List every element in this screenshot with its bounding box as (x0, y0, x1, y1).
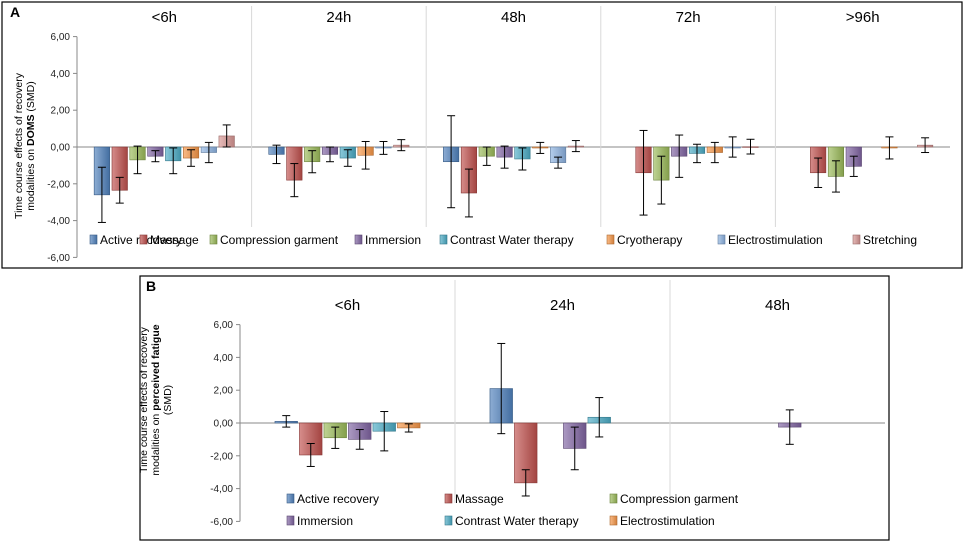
y-tick-label: -2,00 (47, 179, 70, 190)
y-tick-label: 0,00 (51, 143, 71, 154)
group-header: <6h (152, 9, 177, 26)
y-axis-label: modalities on perceived fatigue (150, 324, 162, 475)
panel-B: B 6,00 4,00 2,00 0,00 -2,00 -4,00 -6,00 <6h 24h 48… (138, 275, 890, 541)
legend-swatch (209, 234, 218, 245)
group-header: 72h (676, 9, 701, 26)
y-tick-label: -4,00 (210, 484, 233, 495)
y-tick-label: 6,00 (51, 32, 71, 43)
legend-swatch (444, 493, 453, 504)
legend-swatch (609, 493, 618, 504)
y-tick-label: -2,00 (210, 451, 233, 462)
legend-entry: Electrostimulation (620, 514, 715, 528)
y-axis-label: Time course effects of recovery (13, 72, 25, 219)
y-tick-label: 4,00 (51, 69, 71, 80)
group-header: >96h (846, 9, 880, 26)
legend-swatch (609, 515, 618, 526)
legend-entry: Contrast Water therapy (450, 233, 574, 247)
legend-entry: Cryotherapy (617, 233, 682, 247)
legend-swatch (286, 515, 295, 526)
legend-entry: Electrostimulation (728, 233, 823, 247)
group-header: 24h (550, 297, 575, 314)
legend-entry: Active recovery (297, 492, 379, 506)
y-tick-label: 2,00 (214, 386, 234, 397)
y-tick-label: -6,00 (47, 253, 70, 264)
legend-entry: Contrast Water therapy (455, 514, 579, 528)
legend-swatch (439, 234, 448, 245)
legend-swatch (89, 234, 98, 245)
legend-swatch (717, 234, 726, 245)
panel-frame (1, 1, 963, 269)
y-tick-label: 2,00 (51, 106, 71, 117)
panel-letter: A (10, 4, 20, 20)
legend-swatch (286, 493, 295, 504)
y-tick-label: -4,00 (47, 216, 70, 227)
group-header: 24h (326, 9, 351, 26)
group-header: 48h (501, 9, 526, 26)
legend-swatch (444, 515, 453, 526)
legend-entry: Massage (150, 233, 199, 247)
y-tick-label: 6,00 (214, 320, 234, 331)
y-axis-label: (SMD) (162, 385, 174, 415)
y-tick-label: -6,00 (210, 517, 233, 528)
legend-entry: Compression garment (220, 233, 339, 247)
y-tick-label: 4,00 (214, 353, 234, 364)
legend-swatch (852, 234, 861, 245)
group-header: <6h (335, 297, 360, 314)
panel-A: A 6,00 4,00 2,00 0,00 -2,00 -4,00 -6,00 <6h 24h 48… (1, 1, 963, 269)
y-tick-label: 0,00 (214, 419, 234, 430)
legend-entry: Massage (455, 492, 504, 506)
legend-swatch (354, 234, 363, 245)
legend-entry: Immersion (297, 514, 353, 528)
group-header: 48h (765, 297, 790, 314)
y-axis-label: Time course effects of recovery (138, 326, 150, 473)
legend-swatch (606, 234, 615, 245)
panel-frame (139, 275, 890, 541)
legend-entry: Stretching (863, 233, 917, 247)
legend-entry: Compression garment (620, 492, 739, 506)
legend-swatch (139, 234, 148, 245)
legend-entry: Immersion (365, 233, 421, 247)
y-axis-label: modalities on DOMS (SMD) (25, 81, 37, 211)
panel-letter: B (146, 278, 156, 294)
